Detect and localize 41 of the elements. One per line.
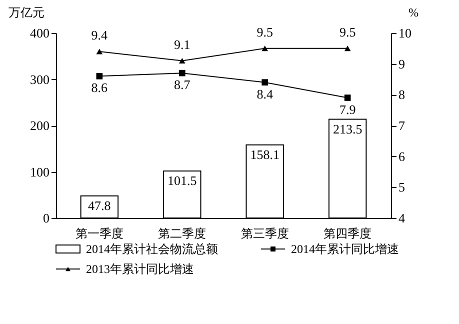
y2-axis-title: % bbox=[408, 6, 418, 20]
data-label: 101.5 bbox=[168, 173, 197, 188]
x-tick-label: 第一季度 bbox=[75, 226, 124, 240]
data-label: 9.1 bbox=[174, 36, 190, 52]
point bbox=[262, 79, 268, 86]
y-axis-title: 万亿元 bbox=[8, 6, 44, 20]
point bbox=[262, 46, 268, 52]
y2-tick-label: 10 bbox=[398, 26, 412, 40]
legend-label: 2014年累计社会物流总额 bbox=[86, 242, 218, 256]
legend-label: 2013年累计同比增速 bbox=[86, 262, 194, 276]
point bbox=[96, 48, 103, 54]
y2-tick-label: 9 bbox=[398, 56, 405, 72]
y2-tick-label: 8 bbox=[398, 87, 405, 102]
y2-tick-label: 4 bbox=[398, 210, 406, 226]
point bbox=[344, 94, 351, 101]
y-tick-label: 200 bbox=[30, 118, 50, 133]
y-tick-label: 400 bbox=[30, 26, 50, 40]
x-tick-label: 第三季度 bbox=[240, 226, 289, 240]
data-label: 8.7 bbox=[174, 77, 191, 92]
data-label: 9.5 bbox=[256, 24, 273, 40]
data-label: 9.5 bbox=[339, 24, 356, 40]
y-tick-label: 100 bbox=[30, 164, 50, 180]
data-label: 213.5 bbox=[332, 121, 362, 136]
point bbox=[178, 58, 186, 64]
y-tick-label: 300 bbox=[30, 72, 50, 87]
data-label: 8.4 bbox=[256, 86, 274, 102]
data-label: 9.4 bbox=[91, 28, 108, 42]
y2-tick-label: 7 bbox=[398, 118, 406, 133]
y-tick-label: 0 bbox=[43, 210, 50, 226]
x-tick-label: 第二季度 bbox=[158, 226, 206, 240]
data-label: 7.9 bbox=[339, 102, 356, 117]
y2-tick-label: 6 bbox=[398, 148, 406, 164]
x-tick-label: 第四季度 bbox=[324, 226, 372, 240]
data-label: 8.6 bbox=[91, 80, 108, 96]
point bbox=[344, 46, 351, 52]
data-label: 158.1 bbox=[250, 146, 280, 162]
point bbox=[96, 73, 103, 80]
point bbox=[178, 70, 186, 76]
data-label: 47.8 bbox=[88, 198, 111, 213]
legend-label: 2014年累计同比增速 bbox=[291, 242, 399, 256]
y2-tick-label: 5 bbox=[398, 180, 405, 195]
